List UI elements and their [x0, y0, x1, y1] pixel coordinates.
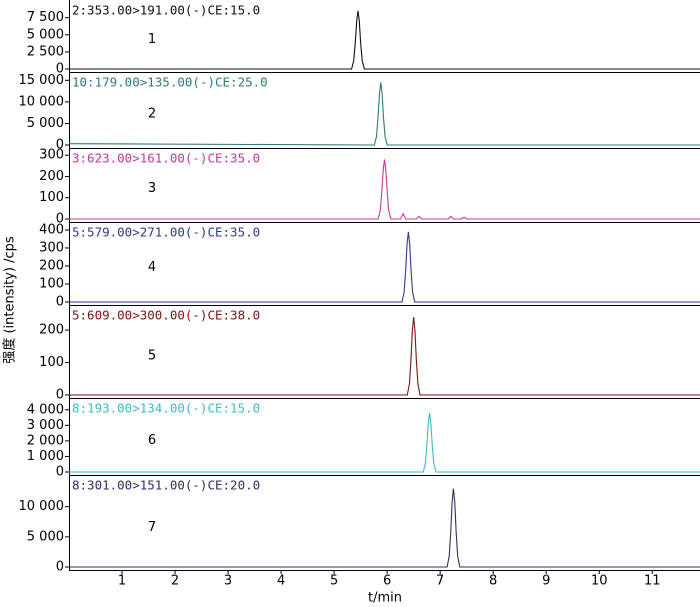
trace [69, 488, 700, 568]
trace [69, 231, 700, 303]
y-tick-label: 5 000 [27, 529, 64, 544]
y-tick-label: 3 000 [27, 418, 64, 433]
trace [69, 159, 700, 220]
trace [68, 82, 700, 146]
y-tick-label: 100 [39, 276, 64, 291]
y-tick-label: 100 [39, 355, 64, 370]
y-tick-label: 0 [56, 138, 64, 153]
y-tick-label: 0 [56, 62, 64, 77]
peak-number: 6 [148, 433, 156, 448]
trace [69, 317, 700, 396]
trace-title: 8:193.00>134.00(-)CE:15.0 [72, 401, 260, 416]
y-tick-label: 300 [39, 148, 64, 163]
y-tick-label: 10 000 [19, 94, 65, 109]
y-tick-label: 4 000 [27, 402, 64, 417]
y-tick-label: 200 [39, 258, 64, 273]
y-tick-label: 2 000 [27, 433, 64, 448]
y-axis-label: 强度 (intensity) /cps [2, 236, 18, 364]
x-tick-label: 11 [644, 574, 661, 589]
peak-number: 7 [148, 520, 156, 535]
x-tick-label: 9 [542, 574, 550, 589]
peak-number: 3 [148, 181, 156, 196]
x-axis-label: t/min [368, 591, 402, 604]
y-tick-label: 200 [39, 323, 64, 338]
y-tick-label: 5 000 [27, 116, 64, 131]
y-tick-label: 200 [39, 169, 64, 184]
trace-title: 5:609.00>300.00(-)CE:38.0 [72, 308, 260, 323]
x-tick-label: 10 [591, 574, 608, 589]
y-tick-label: 0 [56, 465, 64, 480]
x-tick-label: 2 [171, 574, 179, 589]
peak-number: 5 [148, 349, 156, 364]
y-tick-label: 400 [39, 222, 64, 237]
trace-title: 8:301.00>151.00(-)CE:20.0 [72, 478, 260, 493]
y-tick-label: 100 [39, 190, 64, 205]
trace-title: 10:179.00>135.00(-)CE:25.0 [72, 75, 268, 90]
y-tick-label: 1 000 [27, 449, 64, 464]
y-tick-label: 10 000 [19, 499, 65, 514]
y-tick-label: 300 [39, 240, 64, 255]
y-tick-label: 0 [56, 388, 64, 403]
y-tick-label: 7 500 [27, 10, 64, 25]
x-tick-label: 6 [383, 574, 391, 589]
y-tick-label: 0 [56, 295, 64, 310]
x-tick-label: 3 [224, 574, 232, 589]
x-tick-label: 1 [118, 574, 126, 589]
peak-number: 1 [148, 32, 156, 47]
trace [69, 10, 700, 70]
y-tick-label: 15 000 [19, 73, 65, 88]
x-tick-label: 5 [330, 574, 338, 589]
peak-number: 2 [148, 106, 156, 121]
x-tick-label: 8 [489, 574, 497, 589]
trace-title: 3:623.00>161.00(-)CE:35.0 [72, 151, 260, 166]
trace [69, 412, 700, 473]
y-tick-label: 2 500 [27, 44, 64, 59]
peak-number: 4 [148, 260, 156, 275]
trace-title: 2:353.00>191.00(-)CE:15.0 [72, 3, 260, 18]
x-tick-label: 4 [277, 574, 285, 589]
trace-title: 5:579.00>271.00(-)CE:35.0 [72, 225, 260, 240]
x-tick-label: 7 [436, 574, 444, 589]
y-tick-label: 0 [56, 560, 64, 575]
y-tick-label: 5 000 [27, 27, 64, 42]
y-tick-label: 0 [56, 212, 64, 227]
